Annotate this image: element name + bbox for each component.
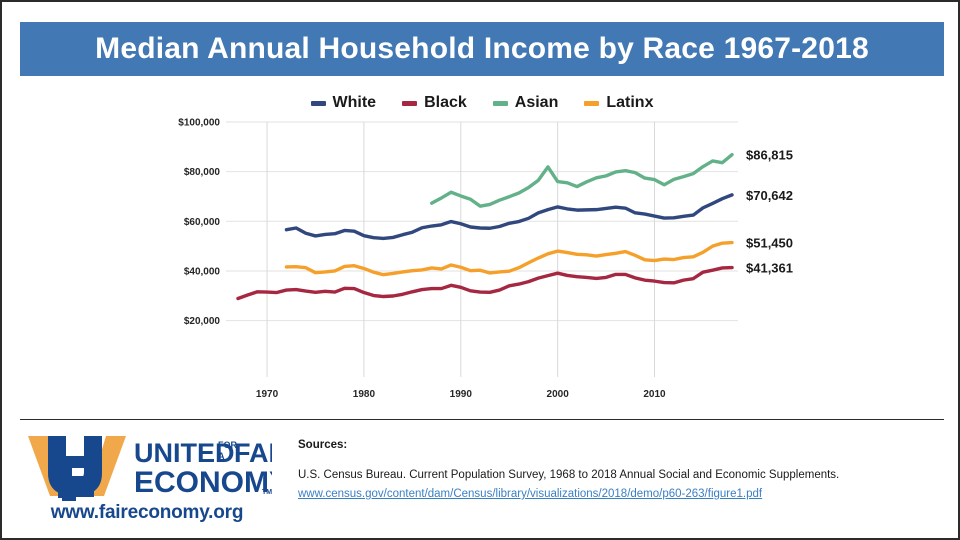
chart-series-lines xyxy=(236,153,734,301)
legend-item-asian: Asian xyxy=(492,94,559,112)
end-value-label-asian: $86,815 xyxy=(746,148,793,163)
ufe-logo-a: A xyxy=(218,451,225,461)
legend-label-black: Black xyxy=(424,94,467,111)
ytick-label: $60,000 xyxy=(184,217,221,228)
chart-end-value-labels: $86,815 $70,642 $51,450 $41,361 xyxy=(746,148,793,276)
ufe-logo-url[interactable]: www.faireconomy.org xyxy=(50,502,244,523)
ufe-logo-economy: ECONOMY xyxy=(134,466,272,499)
ytick-label: $100,000 xyxy=(178,118,220,129)
legend-swatch-white-icon xyxy=(310,100,326,106)
legend-item-latinx: Latinx xyxy=(584,94,653,112)
series-line-latinx xyxy=(284,240,734,277)
legend-label-white: White xyxy=(332,94,377,111)
end-value-label-latinx: $51,450 xyxy=(746,236,793,251)
series-line-black xyxy=(236,265,734,301)
chart-legend: White Black Asian Latinx xyxy=(272,90,692,116)
income-line-chart: $20,000 $40,000 $60,000 $80,000 $100,000 197… xyxy=(152,114,832,404)
legend-swatch-latinx-icon xyxy=(584,100,600,106)
chart-xtick-labels: 1970 1980 1990 2000 2010 xyxy=(256,389,666,400)
sources-citation: U.S. Census Bureau. Current Population S… xyxy=(298,469,840,481)
sources-block: Sources: U.S. Census Bureau. Current Pop… xyxy=(298,439,918,502)
legend-label-asian: Asian xyxy=(514,94,559,111)
chart-svg: $20,000 $40,000 $60,000 $80,000 $100,000 197… xyxy=(178,118,793,401)
sources-heading: Sources: xyxy=(298,439,348,451)
xtick-label: 2010 xyxy=(643,389,666,400)
legend-label-latinx: Latinx xyxy=(606,94,654,111)
ufe-logo-mark-icon: UNITED FOR A FAIR ECONOMY TM xyxy=(28,436,296,501)
ufe-logo-trademark: TM xyxy=(262,489,272,496)
chart-gridlines xyxy=(226,121,738,377)
ufe-logo-fair: FAIR xyxy=(234,438,272,468)
xtick-label: 2000 xyxy=(547,389,570,400)
ufe-logo-united: UNITED xyxy=(134,438,235,468)
xtick-label: 1980 xyxy=(353,389,376,400)
footer-divider xyxy=(20,419,944,420)
series-line-white xyxy=(284,193,734,241)
ytick-label: $20,000 xyxy=(184,316,221,327)
xtick-label: 1970 xyxy=(256,389,279,400)
sources-link[interactable]: www.census.gov/content/dam/Census/librar… xyxy=(298,488,763,500)
series-line-asian xyxy=(430,153,734,208)
ufe-logo[interactable]: UNITED FOR A FAIR ECONOMY TM www.faireco… xyxy=(22,430,296,530)
chart-ytick-labels: $20,000 $40,000 $60,000 $80,000 $100,000 xyxy=(178,118,220,328)
end-value-label-black: $41,361 xyxy=(746,261,793,276)
legend-swatch-black-icon xyxy=(402,100,418,106)
legend-item-white: White xyxy=(310,94,377,112)
page-title: Median Annual Household Income by Race 1… xyxy=(95,32,869,65)
end-value-label-white: $70,642 xyxy=(746,188,793,203)
ufe-logo-for: FOR xyxy=(218,440,237,450)
legend-swatch-asian-icon xyxy=(492,100,508,106)
legend-item-black: Black xyxy=(402,94,467,112)
ytick-label: $80,000 xyxy=(184,167,221,178)
title-banner: Median Annual Household Income by Race 1… xyxy=(20,22,944,76)
xtick-label: 1990 xyxy=(450,389,473,400)
ytick-label: $40,000 xyxy=(184,266,221,277)
